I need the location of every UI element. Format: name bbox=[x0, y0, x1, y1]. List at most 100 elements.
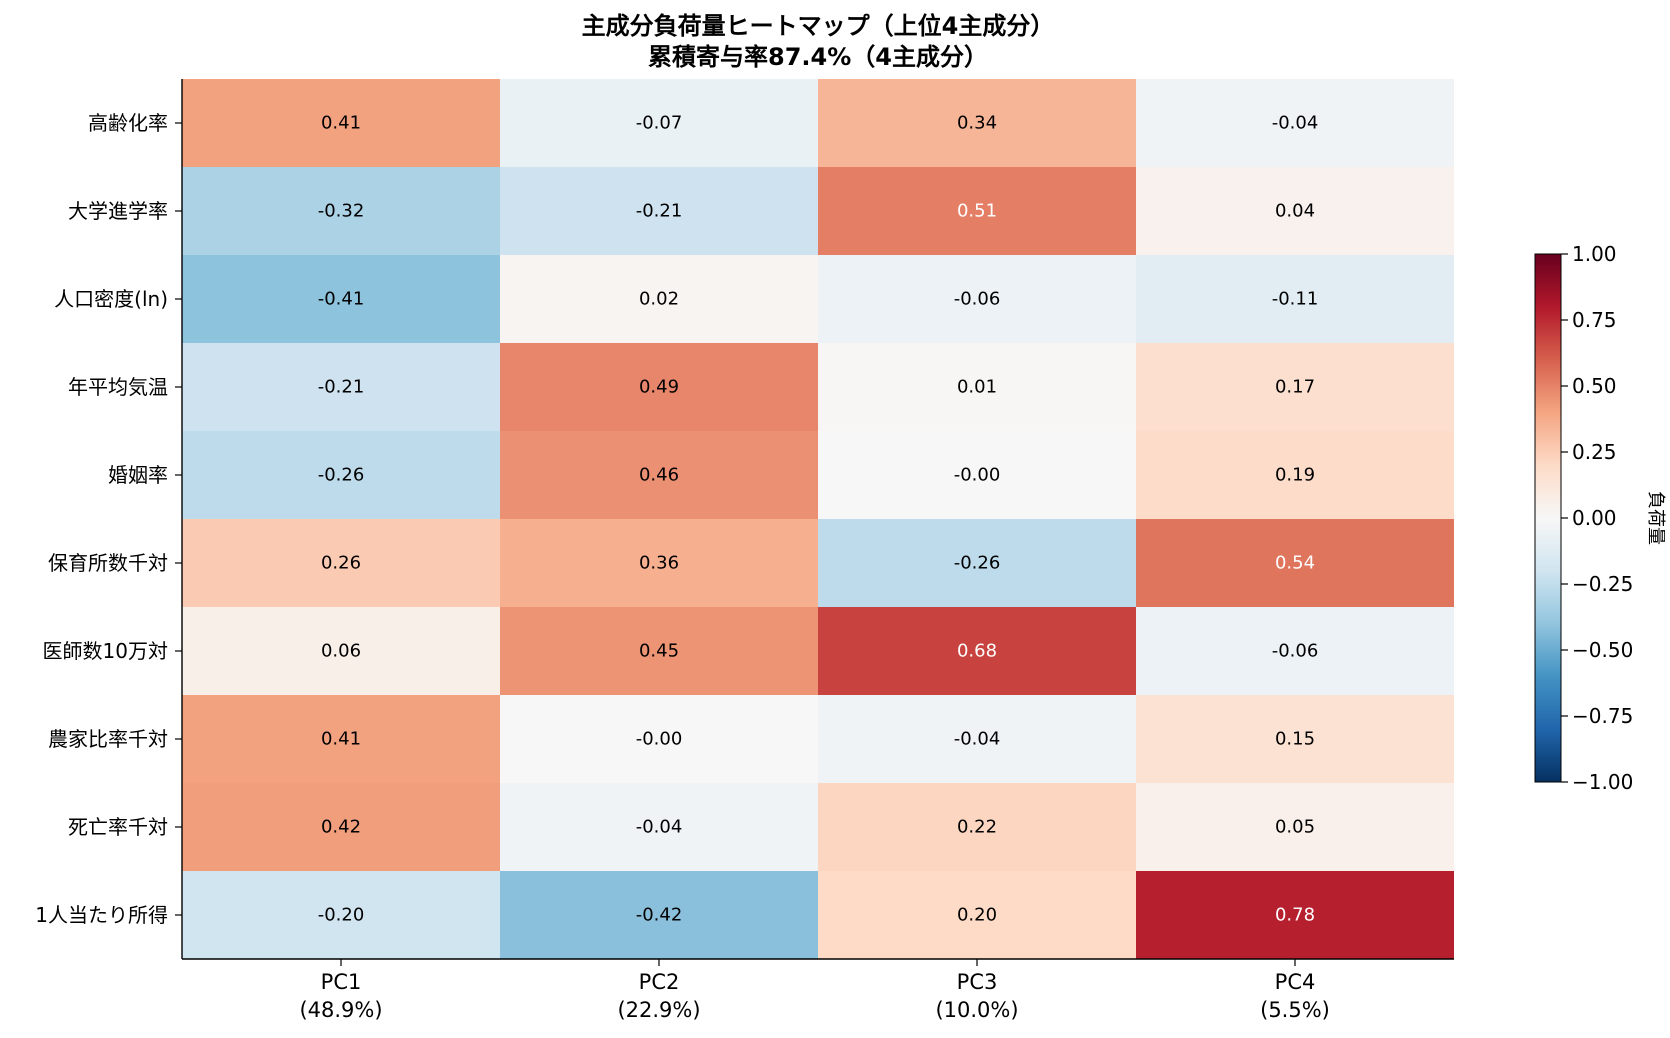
x-tick-variance-label: (10.0%) bbox=[935, 998, 1018, 1022]
cell-value-label: 0.41 bbox=[321, 113, 361, 134]
cell-value-label: -0.00 bbox=[636, 729, 683, 750]
heatmap-cell bbox=[1136, 871, 1454, 959]
cell-value-label: 0.68 bbox=[957, 641, 997, 662]
cell-value-label: -0.32 bbox=[318, 201, 365, 222]
heatmap-cell bbox=[500, 871, 818, 959]
cell-value-label: -0.06 bbox=[954, 289, 1001, 310]
heatmap-cell bbox=[500, 255, 818, 343]
heatmap-cell bbox=[1136, 343, 1454, 431]
cell-value-label: -0.04 bbox=[636, 817, 683, 838]
colorbar-tick-label: −1.00 bbox=[1572, 770, 1633, 794]
heatmap-cell bbox=[500, 607, 818, 695]
heatmap-cell bbox=[818, 871, 1136, 959]
cell-value-label: 0.15 bbox=[1275, 729, 1315, 750]
colorbar-tick-label: 0.25 bbox=[1572, 440, 1617, 464]
heatmap-cell bbox=[1136, 431, 1454, 519]
colorbar-tick-label: −0.25 bbox=[1572, 572, 1633, 596]
heatmap-cell bbox=[818, 783, 1136, 871]
cell-value-label: 0.36 bbox=[639, 553, 679, 574]
y-tick-label: 年平均気温 bbox=[68, 375, 168, 399]
chart-title-line-2: 累積寄与率87.4%（4主成分） bbox=[648, 43, 988, 71]
x-tick-label: PC1 bbox=[321, 970, 362, 994]
cell-value-label: -0.21 bbox=[636, 201, 683, 222]
colorbar-label: 負荷量 bbox=[1645, 491, 1666, 545]
x-tick-label: PC2 bbox=[639, 970, 680, 994]
cell-value-label: 0.04 bbox=[1275, 201, 1315, 222]
y-tick-label: 1人当たり所得 bbox=[35, 903, 168, 927]
cell-value-label: 0.22 bbox=[957, 817, 997, 838]
heatmap-cell bbox=[182, 79, 500, 167]
cell-value-label: -0.11 bbox=[1272, 289, 1319, 310]
colorbar-gradient bbox=[1534, 253, 1562, 783]
chart-title-line-1: 主成分負荷量ヒートマップ（上位4主成分） bbox=[582, 12, 1055, 40]
heatmap-cells: 0.41 -0.07 0.34 -0.04 -0.32 -0.21 0.51 0.04 -0.4… bbox=[182, 79, 1454, 959]
heatmap-cell bbox=[1136, 79, 1454, 167]
cell-value-label: -0.07 bbox=[636, 113, 683, 134]
colorbar-tick-label: −0.50 bbox=[1572, 638, 1633, 662]
colorbar-tick-label: −0.75 bbox=[1572, 704, 1633, 728]
cell-value-label: -0.20 bbox=[318, 905, 365, 926]
x-tick-variance-label: (22.9%) bbox=[617, 998, 700, 1022]
heatmap-cell bbox=[182, 255, 500, 343]
heatmap-cell bbox=[182, 431, 500, 519]
heatmap-cell bbox=[500, 167, 818, 255]
cell-value-label: 0.54 bbox=[1275, 553, 1315, 574]
heatmap-cell bbox=[182, 783, 500, 871]
cell-value-label: 0.42 bbox=[321, 817, 361, 838]
cell-value-label: 0.19 bbox=[1275, 465, 1315, 486]
cell-value-label: -0.04 bbox=[954, 729, 1001, 750]
heatmap-cell bbox=[818, 431, 1136, 519]
heatmap-cell bbox=[1136, 783, 1454, 871]
cell-value-label: 0.01 bbox=[957, 377, 997, 398]
cell-value-label: 0.41 bbox=[321, 729, 361, 750]
heatmap-cell bbox=[182, 519, 500, 607]
cell-value-label: -0.26 bbox=[318, 465, 365, 486]
cell-value-label: 0.46 bbox=[639, 465, 679, 486]
y-tick-label: 医師数10万対 bbox=[43, 639, 168, 663]
cell-value-label: -0.41 bbox=[318, 289, 365, 310]
y-tick-label: 保育所数千対 bbox=[48, 551, 168, 575]
heatmap-cell bbox=[1136, 255, 1454, 343]
x-tick-label: PC3 bbox=[957, 970, 998, 994]
heatmap-cell bbox=[500, 343, 818, 431]
heatmap-cell bbox=[1136, 519, 1454, 607]
heatmap-cell bbox=[500, 783, 818, 871]
heatmap-cell bbox=[500, 519, 818, 607]
heatmap-cell bbox=[182, 871, 500, 959]
cell-value-label: 0.45 bbox=[639, 641, 679, 662]
cell-value-label: 0.06 bbox=[321, 641, 361, 662]
cell-value-label: 0.05 bbox=[1275, 817, 1315, 838]
cell-value-label: -0.00 bbox=[954, 465, 1001, 486]
chart-title: 主成分負荷量ヒートマップ（上位4主成分） 累積寄与率87.4%（4主成分） bbox=[582, 12, 1055, 71]
heatmap-cell bbox=[818, 343, 1136, 431]
cell-value-label: -0.42 bbox=[636, 905, 683, 926]
x-tick-variance-label: (5.5%) bbox=[1260, 998, 1330, 1022]
colorbar: 1.00 0.75 0.50 0.25 0.00 −0.25 −0.50 −0.75 −1.00… bbox=[1534, 242, 1666, 794]
heatmap-cell bbox=[1136, 695, 1454, 783]
heatmap-cell bbox=[818, 79, 1136, 167]
heatmap-cell bbox=[182, 607, 500, 695]
y-tick-label: 高齢化率 bbox=[88, 111, 168, 135]
cell-value-label: 0.51 bbox=[957, 201, 997, 222]
heatmap-cell bbox=[1136, 167, 1454, 255]
heatmap-cell bbox=[500, 79, 818, 167]
cell-value-label: 0.78 bbox=[1275, 905, 1315, 926]
y-tick-label: 人口密度(ln) bbox=[54, 287, 168, 311]
y-tick-label: 農家比率千対 bbox=[48, 727, 168, 751]
heatmap-cell bbox=[818, 607, 1136, 695]
colorbar-tick-label: 0.75 bbox=[1572, 308, 1617, 332]
colorbar-tick-label: 1.00 bbox=[1572, 242, 1617, 266]
cell-value-label: 0.49 bbox=[639, 377, 679, 398]
cell-value-label: 0.02 bbox=[639, 289, 679, 310]
y-tick-label: 死亡率千対 bbox=[68, 815, 168, 839]
cell-value-label: -0.06 bbox=[1272, 641, 1319, 662]
heatmap-cell bbox=[818, 255, 1136, 343]
heatmap-cell bbox=[500, 431, 818, 519]
cell-value-label: 0.17 bbox=[1275, 377, 1315, 398]
heatmap-cell bbox=[500, 695, 818, 783]
heatmap-cell bbox=[182, 343, 500, 431]
cell-value-label: -0.26 bbox=[954, 553, 1001, 574]
